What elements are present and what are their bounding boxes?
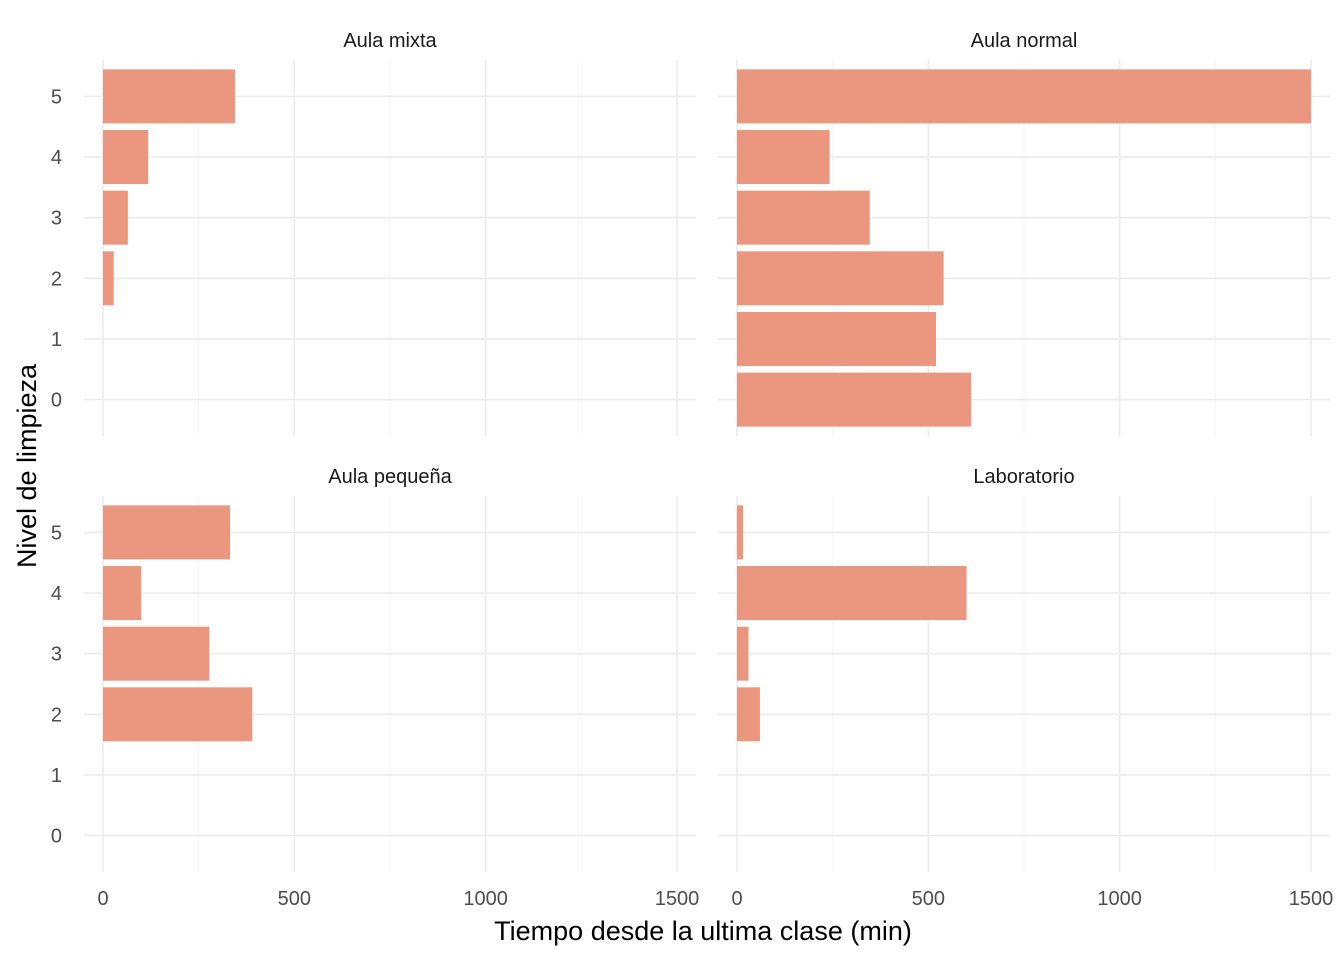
y-tick-label: 5: [51, 522, 62, 544]
x-tick-label: 1500: [1289, 888, 1334, 910]
y-axis-title: Nivel de limpieza: [12, 363, 42, 568]
x-tick-label: 1000: [1097, 888, 1142, 910]
bar-level-4: [737, 566, 967, 621]
bar-level-3: [737, 190, 870, 245]
x-tick-label: 500: [912, 888, 945, 910]
x-tick-label: 0: [97, 888, 108, 910]
panels: Aula mixta 0 1 2 3 4 5 Aula normal Aula pequeña 0…: [51, 30, 1333, 910]
bar-level-4: [103, 130, 149, 185]
x-axis-title: Tiempo desde la ultima clase (min): [494, 916, 912, 946]
bar-level-5: [103, 505, 231, 560]
y-tick-label: 0: [51, 826, 62, 848]
x-tick-label: 1500: [655, 888, 700, 910]
y-tick-label: 2: [51, 268, 62, 290]
x-tick-label: 1000: [463, 888, 508, 910]
bar-level-3: [103, 190, 128, 245]
bar-level-2: [103, 687, 253, 742]
bar-level-4: [103, 566, 142, 621]
bar-level-0: [737, 372, 972, 427]
y-tick-label: 2: [51, 704, 62, 726]
panel-title: Aula mixta: [343, 30, 437, 52]
y-tick-label: 0: [51, 390, 62, 412]
y-tick-label: 4: [51, 583, 62, 605]
y-tick-label: 1: [51, 329, 62, 351]
panel-aula-normal: Aula normal: [718, 30, 1330, 436]
x-tick-label: 0: [731, 888, 742, 910]
bar-level-4: [737, 130, 830, 185]
bar-level-3: [103, 626, 210, 681]
panel-laboratorio: Laboratorio 0 500 1000 1500: [718, 466, 1333, 910]
bar-level-2: [103, 251, 114, 306]
panel-title: Laboratorio: [973, 466, 1074, 488]
y-tick-label: 3: [51, 644, 62, 666]
bar-level-2: [737, 687, 760, 742]
panel-aula-pequena: Aula pequeña 0 1 2 3 4 5 0 500 1000 1500: [51, 466, 699, 910]
bar-level-3: [737, 626, 749, 681]
panel-title: Aula pequeña: [328, 466, 452, 488]
bar-level-5: [737, 69, 1311, 124]
bar-level-2: [737, 251, 944, 306]
x-tick-label: 500: [278, 888, 311, 910]
y-tick-label: 4: [51, 147, 62, 169]
y-tick-label: 5: [51, 86, 62, 108]
panel-aula-mixta: Aula mixta 0 1 2 3 4 5: [51, 30, 696, 436]
y-tick-label: 3: [51, 208, 62, 230]
bar-level-1: [737, 311, 936, 366]
bar-level-5: [737, 505, 744, 560]
bar-level-5: [103, 69, 236, 124]
panel-title: Aula normal: [971, 30, 1078, 52]
y-tick-label: 1: [51, 765, 62, 787]
